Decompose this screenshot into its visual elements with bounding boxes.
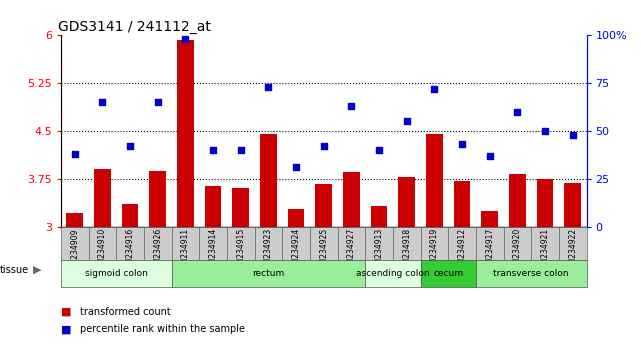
Text: GSM234915: GSM234915 (237, 228, 246, 274)
Point (540, 128, 550, 134)
Point (401, 119, 412, 124)
Bar (393, 227, 420, 260)
Point (236, 147, 246, 153)
Text: GSM234917: GSM234917 (485, 228, 494, 274)
Bar (172, 260, 365, 287)
Text: GSM234913: GSM234913 (374, 228, 383, 274)
Bar (61, 227, 88, 260)
Point (263, 84, 274, 90)
Bar (564, 183, 581, 227)
Point (153, 99, 163, 105)
Text: GSM234925: GSM234925 (319, 228, 328, 274)
Point (512, 109, 522, 115)
Bar (61, 260, 172, 287)
Text: GSM234914: GSM234914 (208, 228, 217, 274)
Point (429, 86, 440, 92)
Bar (260, 134, 277, 227)
Bar (531, 227, 559, 260)
Bar (204, 187, 221, 227)
Point (125, 143, 135, 149)
Bar (476, 227, 504, 260)
Text: ■: ■ (61, 324, 71, 334)
Text: tissue: tissue (0, 265, 29, 275)
Text: rectum: rectum (253, 269, 285, 278)
Text: transverse colon: transverse colon (494, 269, 569, 278)
Bar (227, 227, 254, 260)
Bar (149, 171, 166, 227)
Text: GSM234919: GSM234919 (430, 228, 439, 274)
Text: GDS3141 / 241112_at: GDS3141 / 241112_at (58, 21, 211, 34)
Bar (122, 204, 138, 227)
Point (485, 153, 495, 159)
Bar (67, 212, 83, 227)
Text: GSM234918: GSM234918 (402, 228, 411, 274)
Bar (88, 227, 116, 260)
Bar (365, 260, 420, 287)
Bar (94, 169, 111, 227)
Bar (116, 227, 144, 260)
Text: ascending colon: ascending colon (356, 269, 429, 278)
Point (291, 165, 301, 170)
Text: GSM234922: GSM234922 (568, 228, 577, 274)
Text: GSM234926: GSM234926 (153, 228, 162, 274)
Bar (172, 227, 199, 260)
Point (319, 143, 329, 149)
Text: sigmoid colon: sigmoid colon (85, 269, 147, 278)
Bar (315, 184, 332, 227)
Bar (426, 134, 443, 227)
Text: ■: ■ (61, 307, 71, 316)
Point (180, 36, 190, 42)
Text: GSM234921: GSM234921 (540, 228, 549, 274)
Bar (310, 227, 338, 260)
Bar (288, 209, 304, 227)
Point (457, 142, 467, 147)
Bar (504, 227, 531, 260)
Bar (476, 260, 587, 287)
Text: GSM234923: GSM234923 (264, 228, 273, 274)
Text: GSM234924: GSM234924 (292, 228, 301, 274)
Bar (254, 227, 282, 260)
Point (346, 103, 356, 109)
Text: GSM234927: GSM234927 (347, 228, 356, 274)
Text: ▶: ▶ (33, 265, 42, 275)
Text: GSM234911: GSM234911 (181, 228, 190, 274)
Text: GSM234916: GSM234916 (126, 228, 135, 274)
Text: transformed count: transformed count (80, 307, 171, 316)
Bar (282, 227, 310, 260)
Point (208, 147, 218, 153)
Text: GSM234910: GSM234910 (98, 228, 107, 274)
Bar (559, 227, 587, 260)
Bar (365, 227, 393, 260)
Point (70, 151, 80, 157)
Bar (370, 206, 387, 227)
Bar (454, 181, 470, 227)
Bar (177, 40, 194, 227)
Text: GSM234909: GSM234909 (71, 228, 79, 275)
Bar (338, 227, 365, 260)
Bar (481, 211, 498, 227)
Bar (399, 177, 415, 227)
Bar (509, 174, 526, 227)
Point (567, 132, 578, 138)
Bar (448, 227, 476, 260)
Point (374, 147, 384, 153)
Bar (199, 227, 227, 260)
Text: GSM234920: GSM234920 (513, 228, 522, 274)
Text: cecum: cecum (433, 269, 463, 278)
Text: percentile rank within the sample: percentile rank within the sample (80, 324, 245, 334)
Bar (343, 172, 360, 227)
Bar (537, 179, 553, 227)
Bar (420, 260, 476, 287)
Bar (233, 188, 249, 227)
Point (97, 99, 108, 105)
Bar (420, 227, 448, 260)
Bar (144, 227, 172, 260)
Text: GSM234912: GSM234912 (458, 228, 467, 274)
